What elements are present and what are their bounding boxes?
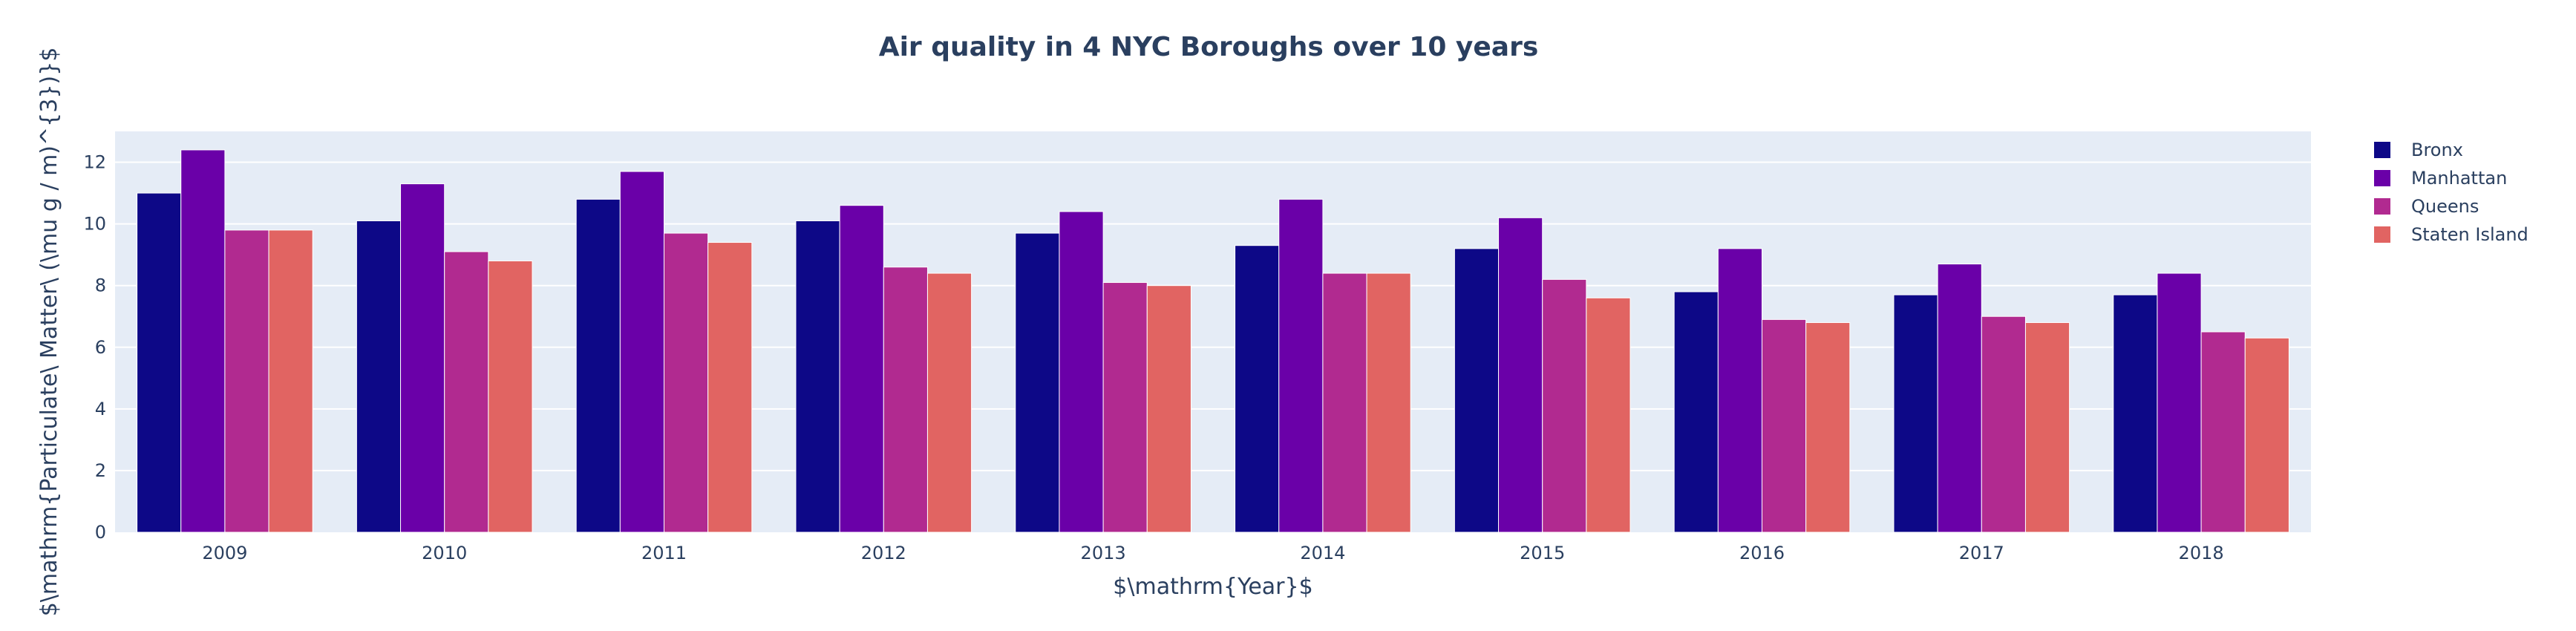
bar-queens-2018 [2200, 331, 2246, 533]
bar-staten-island-2009 [268, 229, 313, 533]
legend-label: Queens [2411, 196, 2479, 217]
bar-queens-2010 [444, 251, 489, 533]
y-tick-label: 12 [83, 152, 106, 173]
bar-bronx-2015 [1454, 248, 1500, 533]
bar-queens-2016 [1762, 318, 1807, 533]
y-tick-label: 4 [95, 399, 106, 419]
legend: Bronx Manhattan Queens Staten Island [2374, 140, 2528, 245]
legend-label: Staten Island [2411, 224, 2528, 245]
x-tick-label: 2010 [422, 543, 467, 563]
bar-bronx-2016 [1673, 291, 1719, 533]
x-tick-label: 2013 [1081, 543, 1126, 563]
x-axis-ticks: 2009 2010 2011 2012 2013 2014 2015 2016 2017 2018 [202, 543, 2223, 563]
bar-queens-2017 [1981, 316, 2026, 533]
x-tick-label: 2012 [861, 543, 906, 563]
bar-staten-island-2018 [2244, 337, 2289, 533]
bar-manhattan-2017 [1937, 264, 1982, 533]
bar-staten-island-2010 [488, 260, 533, 533]
x-tick-label: 2009 [202, 543, 247, 563]
bar-bronx-2012 [795, 220, 840, 533]
bar-bronx-2017 [1893, 294, 1938, 533]
bar-staten-island-2016 [1805, 322, 1851, 533]
chart-title: Air quality in 4 NYC Boroughs over 10 ye… [879, 32, 1539, 62]
bar-queens-2014 [1322, 272, 1367, 533]
bar-queens-2012 [883, 267, 928, 533]
bar-bronx-2011 [575, 198, 621, 533]
bar-manhattan-2011 [619, 171, 665, 533]
legend-label: Manhattan [2411, 168, 2507, 189]
y-axis-title: $\mathrm{Particulate\ Matter\ (\mu g / m… [36, 48, 62, 617]
bar-bronx-2009 [137, 192, 182, 533]
x-tick-label: 2016 [1739, 543, 1785, 563]
legend-label: Bronx [2411, 140, 2463, 160]
legend-swatch [2374, 142, 2390, 158]
bar-staten-island-2017 [2024, 322, 2070, 533]
x-tick-label: 2018 [2179, 543, 2224, 563]
y-axis-ticks: 0 2 4 6 8 10 12 [83, 152, 106, 543]
x-tick-label: 2015 [1520, 543, 1565, 563]
legend-swatch [2374, 226, 2390, 243]
y-tick-label: 10 [83, 214, 106, 235]
x-tick-label: 2014 [1300, 543, 1345, 563]
bar-queens-2013 [1102, 282, 1148, 533]
bar-manhattan-2010 [400, 183, 445, 533]
bar-queens-2011 [664, 232, 709, 533]
legend-swatch [2374, 198, 2390, 215]
bar-queens-2015 [1542, 278, 1587, 533]
y-tick-label: 2 [95, 460, 106, 481]
bar-staten-island-2015 [1586, 297, 1631, 533]
y-tick-label: 6 [95, 337, 106, 358]
bar-bronx-2018 [2113, 294, 2158, 533]
bar-bronx-2013 [1015, 232, 1060, 533]
bar-manhattan-2014 [1278, 198, 1324, 533]
bar-staten-island-2011 [707, 242, 753, 533]
x-axis-title: $\mathrm{Year}$ [1113, 574, 1312, 600]
bar-manhattan-2018 [2157, 272, 2202, 533]
x-tick-label: 2011 [641, 543, 687, 563]
y-tick-label: 0 [95, 522, 106, 543]
bars-group [137, 149, 2289, 533]
bar-staten-island-2013 [1146, 285, 1191, 533]
bar-queens-2009 [224, 229, 269, 533]
bar-manhattan-2009 [180, 149, 226, 533]
bar-manhattan-2013 [1059, 211, 1104, 533]
legend-swatch [2374, 170, 2390, 186]
bar-manhattan-2015 [1498, 217, 1543, 533]
bar-staten-island-2012 [926, 272, 972, 533]
bar-bronx-2014 [1235, 245, 1280, 533]
bar-bronx-2010 [356, 220, 402, 533]
x-tick-label: 2017 [1959, 543, 2004, 563]
bar-staten-island-2014 [1366, 272, 1411, 533]
bar-manhattan-2016 [1717, 248, 1763, 533]
bar-manhattan-2012 [839, 205, 884, 533]
y-tick-label: 8 [95, 275, 106, 296]
